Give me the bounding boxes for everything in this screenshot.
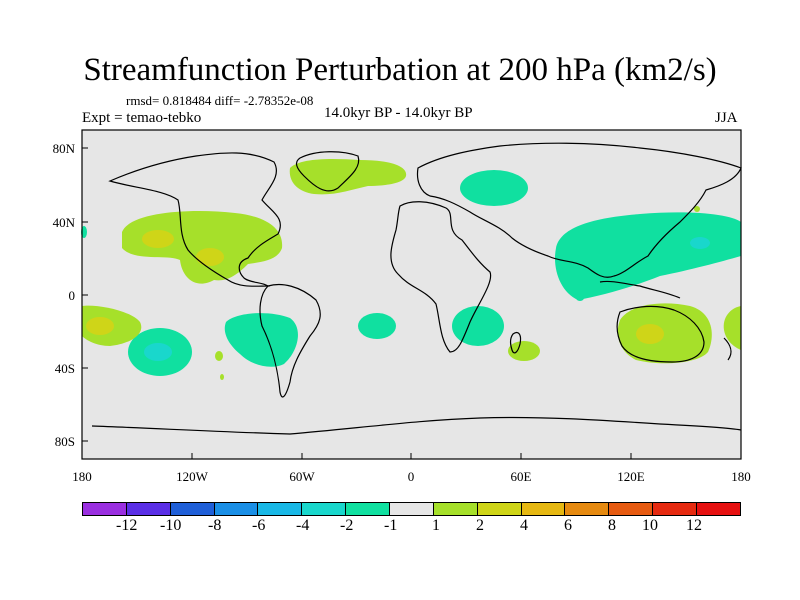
x-label-120w: 120W bbox=[176, 469, 209, 484]
colorbar-label: -4 bbox=[296, 517, 310, 534]
coast-indonesia bbox=[599, 280, 681, 299]
anomaly-peak-asia bbox=[690, 237, 710, 249]
anomaly-peak-namerica-1 bbox=[142, 230, 174, 248]
colorbar-box bbox=[257, 502, 303, 516]
anomaly-region-africa bbox=[452, 306, 504, 346]
coast-africa bbox=[390, 201, 492, 353]
stats-label: rmsd= 0.818484 diff= -2.78352e-08 bbox=[126, 93, 314, 108]
anomaly-peak-australia bbox=[636, 324, 664, 344]
colorbar-box bbox=[169, 502, 215, 516]
colorbar bbox=[82, 502, 741, 516]
y-label-80n: 80N bbox=[53, 141, 76, 156]
colorbar-box bbox=[476, 502, 522, 516]
colorbar-label: 10 bbox=[642, 517, 658, 534]
anomaly-peak-wpacific bbox=[86, 317, 114, 335]
x-label-60e: 60E bbox=[511, 469, 532, 484]
colorbar-box bbox=[82, 502, 127, 516]
colorbar-label: 8 bbox=[608, 517, 616, 534]
x-axis-labels: 180 120W 60W 0 60E 120E 180 bbox=[72, 469, 751, 484]
colorbar-box bbox=[696, 502, 741, 516]
anomaly-peak-namerica-2 bbox=[196, 248, 224, 266]
colorbar-label: -10 bbox=[160, 517, 182, 534]
colorbar-box bbox=[564, 502, 610, 516]
coast-eurasia bbox=[416, 142, 742, 278]
colorbar-box bbox=[213, 502, 259, 516]
y-axis-labels: 80N 40N 0 40S 80S bbox=[53, 141, 76, 449]
colorbar-box bbox=[652, 502, 698, 516]
colorbar-label: 2 bbox=[476, 517, 484, 534]
anomaly-region-satlantic bbox=[358, 313, 396, 339]
anomaly-region-se-pacific bbox=[224, 313, 298, 367]
colorbar-label: 4 bbox=[520, 517, 528, 534]
period-label: 14.0kyr BP - 14.0kyr BP bbox=[324, 105, 473, 121]
anomaly-patch-small-4 bbox=[576, 295, 584, 301]
experiment-label: Expt = temao-tebko bbox=[82, 110, 202, 126]
x-label-0: 0 bbox=[408, 469, 415, 484]
y-label-40s: 40S bbox=[55, 361, 75, 376]
y-label-0: 0 bbox=[69, 288, 76, 303]
coast-south-america bbox=[259, 283, 321, 398]
colorbar-box bbox=[301, 502, 347, 516]
colorbar-box bbox=[608, 502, 654, 516]
colorbar-label: 1 bbox=[432, 517, 440, 534]
anomaly-region-wpacific-right bbox=[723, 306, 741, 350]
anomaly-region-madagascar bbox=[508, 341, 540, 361]
coastlines bbox=[91, 142, 742, 435]
colorbar-label: 6 bbox=[564, 517, 572, 534]
colorbar-label: -2 bbox=[340, 517, 354, 534]
colorbar-label: -1 bbox=[384, 517, 398, 534]
colorbar-box bbox=[432, 502, 478, 516]
coast-madagascar bbox=[510, 331, 522, 354]
anomaly-patch-small-2 bbox=[220, 374, 224, 380]
y-label-80s: 80S bbox=[55, 434, 75, 449]
colorbar-label: 12 bbox=[686, 517, 702, 534]
anomaly-region-greenland bbox=[289, 158, 407, 195]
colorbar-label: -8 bbox=[208, 517, 222, 534]
anomaly-patch-small-3 bbox=[694, 206, 700, 212]
coast-new-zealand bbox=[723, 337, 732, 361]
y-label-40n: 40N bbox=[53, 215, 76, 230]
colorbar-box bbox=[345, 502, 391, 516]
colorbar-label: -6 bbox=[252, 517, 266, 534]
y-ticks bbox=[82, 147, 88, 442]
anomaly-peak-spacific bbox=[144, 343, 172, 361]
coast-antarctica bbox=[91, 416, 742, 435]
x-label-180e: 180 bbox=[731, 469, 751, 484]
coast-greenland bbox=[295, 151, 360, 192]
coast-australia bbox=[616, 305, 705, 363]
colorbar-box bbox=[125, 502, 171, 516]
coast-north-america bbox=[108, 152, 281, 287]
map-title: Streamfunction Perturbation at 200 hPa (… bbox=[83, 52, 717, 88]
x-label-60w: 60W bbox=[289, 469, 315, 484]
x-ticks bbox=[81, 453, 742, 459]
map-background bbox=[82, 130, 741, 459]
season-label: JJA bbox=[715, 110, 738, 126]
anomaly-region-namerica bbox=[122, 211, 283, 284]
x-label-180w: 180 bbox=[72, 469, 92, 484]
colorbar-box bbox=[520, 502, 566, 516]
x-label-120e: 120E bbox=[617, 469, 645, 484]
colorbar-label: -12 bbox=[116, 517, 138, 534]
anomaly-patch-small-1 bbox=[215, 351, 223, 361]
anomaly-region-russia bbox=[460, 170, 528, 206]
colorbar-box bbox=[389, 502, 434, 516]
